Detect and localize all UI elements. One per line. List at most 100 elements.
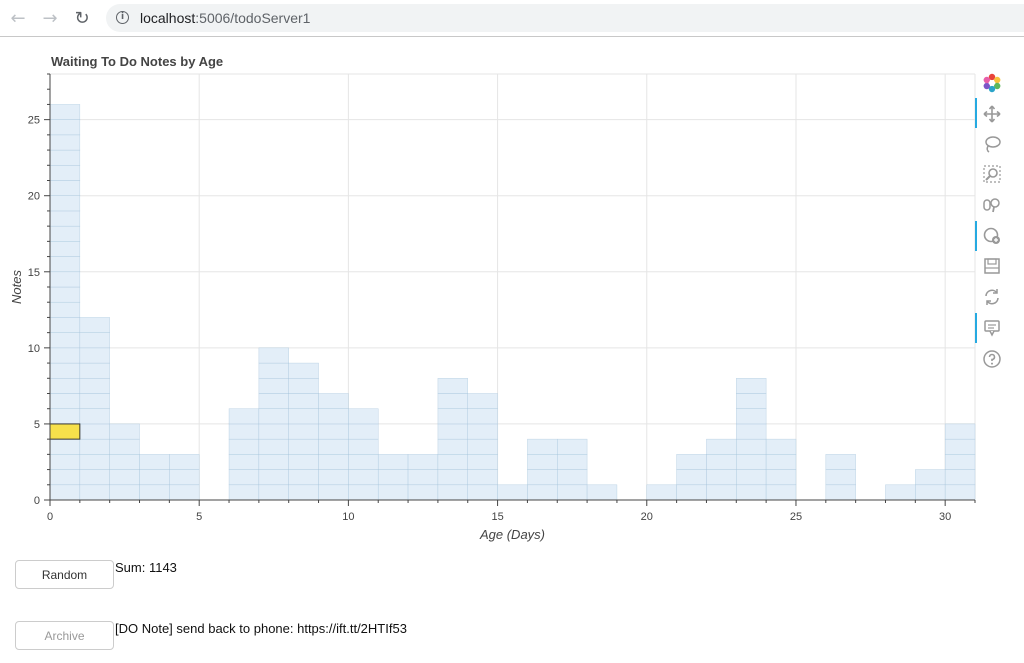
histogram-bar-cell[interactable] xyxy=(109,438,140,455)
histogram-bar-cell[interactable] xyxy=(139,484,170,501)
histogram-bar-cell[interactable] xyxy=(79,362,110,379)
histogram-bar-cell[interactable] xyxy=(258,393,289,409)
histogram-bar-cell[interactable] xyxy=(765,438,797,455)
histogram-bar-cell[interactable] xyxy=(109,454,140,470)
histogram-bar-cell[interactable] xyxy=(79,393,110,409)
histogram-bar-cell[interactable] xyxy=(437,469,468,486)
histogram-bar-cell[interactable] xyxy=(258,454,289,470)
pan-icon[interactable] xyxy=(982,104,1002,124)
histogram-bar-cell[interactable] xyxy=(49,195,81,212)
histogram-bar-cell[interactable] xyxy=(437,423,468,440)
histogram-bar-cell[interactable] xyxy=(437,378,468,394)
histogram-bar-cell[interactable] xyxy=(765,469,797,486)
histogram-bar-cell[interactable] xyxy=(467,408,498,425)
histogram-bar-cell[interactable] xyxy=(437,393,468,409)
histogram-bar-cell[interactable] xyxy=(348,454,379,470)
histogram-bar-cell[interactable] xyxy=(169,484,200,501)
histogram-bar-cell[interactable] xyxy=(377,454,409,470)
save-icon[interactable] xyxy=(982,256,1002,276)
back-arrow-icon[interactable]: ← xyxy=(10,7,26,29)
histogram-bar-cell[interactable] xyxy=(407,469,439,486)
histogram-bar-cell[interactable] xyxy=(49,454,81,470)
histogram-bar-cell[interactable] xyxy=(258,438,289,455)
histogram-bar-cell[interactable] xyxy=(288,469,319,486)
histogram-bar-cell[interactable] xyxy=(49,241,81,257)
histogram-bar-cell[interactable] xyxy=(49,408,81,425)
histogram-bar-cell[interactable] xyxy=(228,438,260,455)
histogram-bar-cell[interactable] xyxy=(736,454,767,470)
histogram-bar-cell[interactable] xyxy=(288,378,319,394)
histogram-bar-cell[interactable] xyxy=(318,454,349,470)
histogram-bar-cell[interactable] xyxy=(139,469,170,486)
histogram-bar-cell[interactable] xyxy=(139,454,170,470)
histogram-bar-cell[interactable] xyxy=(706,454,737,470)
lasso-select-icon[interactable] xyxy=(982,134,1002,154)
histogram-bar-cell[interactable] xyxy=(467,469,498,486)
histogram-bar-cell[interactable] xyxy=(646,484,677,501)
hover-icon[interactable] xyxy=(982,318,1002,338)
histogram-bar-cell[interactable] xyxy=(79,454,110,470)
histogram-bar-cell[interactable] xyxy=(407,454,439,470)
histogram-bar-cell[interactable] xyxy=(736,438,767,455)
histogram-bar-cell[interactable] xyxy=(49,301,81,318)
histogram-bar-cell[interactable] xyxy=(736,408,767,425)
histogram-bar-cell[interactable] xyxy=(79,484,110,501)
histogram-bar-cell[interactable] xyxy=(49,210,81,227)
histogram-bar-cell[interactable] xyxy=(318,408,349,425)
histogram-bar-cell[interactable] xyxy=(944,423,976,440)
histogram-bar-cell[interactable] xyxy=(169,454,200,470)
histogram-bar-cell[interactable] xyxy=(736,469,767,486)
histogram-bar-cell[interactable] xyxy=(736,484,767,501)
histogram-bar-cell[interactable] xyxy=(377,469,409,486)
histogram-bar-cell[interactable] xyxy=(348,408,379,425)
histogram-bar-cell[interactable] xyxy=(348,438,379,455)
histogram-bar-cell[interactable] xyxy=(258,423,289,440)
histogram-bar-cell[interactable] xyxy=(49,317,81,333)
histogram-bar-cell[interactable] xyxy=(49,180,81,196)
histogram-bar-cell[interactable] xyxy=(228,454,260,470)
histogram-bar-cell[interactable] xyxy=(49,104,81,120)
histogram-bar-cell[interactable] xyxy=(228,469,260,486)
histogram-bar-cell[interactable] xyxy=(288,423,319,440)
histogram-bar-cell[interactable] xyxy=(377,484,409,501)
histogram-bar-cell[interactable] xyxy=(437,484,468,501)
histogram-bar-cell[interactable] xyxy=(318,438,349,455)
histogram-bar-cell[interactable] xyxy=(676,469,707,486)
histogram-bar-cell[interactable] xyxy=(736,378,767,394)
histogram-bar-cell[interactable] xyxy=(258,378,289,394)
histogram-bar-cell[interactable] xyxy=(557,484,588,501)
histogram-bar-cell[interactable] xyxy=(318,423,349,440)
histogram-bar-cell[interactable] xyxy=(706,438,737,455)
histogram-bar-cell[interactable] xyxy=(288,362,319,379)
histogram-bar-cell[interactable] xyxy=(318,469,349,486)
histogram-bar-cell[interactable] xyxy=(825,454,856,470)
histogram-bar-cell[interactable] xyxy=(915,484,946,501)
histogram-bar-cell[interactable] xyxy=(676,454,707,470)
histogram-bar-cell[interactable] xyxy=(944,484,976,501)
histogram-bar-cell[interactable] xyxy=(944,454,976,470)
histogram-bar-cell[interactable] xyxy=(79,408,110,425)
histogram-bar-cell[interactable] xyxy=(109,469,140,486)
box-zoom-icon[interactable] xyxy=(982,164,1002,184)
histogram-bar-cell[interactable] xyxy=(49,286,81,303)
histogram-bar-cell[interactable] xyxy=(676,484,707,501)
histogram-bar-cell[interactable] xyxy=(288,393,319,409)
histogram-bar-cell[interactable] xyxy=(527,484,558,501)
histogram-bar-cell[interactable] xyxy=(49,362,81,379)
histogram-bar-cell[interactable] xyxy=(258,408,289,425)
histogram-bar-cell[interactable] xyxy=(109,484,140,501)
histogram-bar-cell[interactable] xyxy=(318,393,349,409)
histogram-bar-cell[interactable] xyxy=(765,484,797,501)
histogram-bar-cell[interactable] xyxy=(915,469,946,486)
histogram-bar-cell[interactable] xyxy=(79,317,110,333)
histogram-bar-cell[interactable] xyxy=(288,438,319,455)
histogram-bar-cell[interactable] xyxy=(437,438,468,455)
histogram-bar-cell[interactable] xyxy=(169,469,200,486)
histogram-bar-cell[interactable] xyxy=(527,438,558,455)
histogram-bar-cell[interactable] xyxy=(49,393,81,409)
histogram-bar-cell[interactable] xyxy=(288,408,319,425)
histogram-bar-cell[interactable] xyxy=(288,484,319,501)
histogram-bar-cell[interactable] xyxy=(885,484,916,501)
histogram-bar-cell[interactable] xyxy=(407,484,439,501)
histogram-bar-cell[interactable] xyxy=(79,469,110,486)
